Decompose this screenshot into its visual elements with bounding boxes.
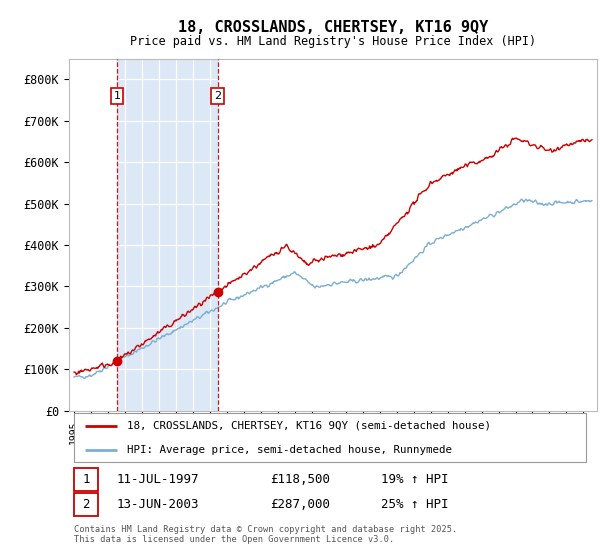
Text: 18, CROSSLANDS, CHERTSEY, KT16 9QY: 18, CROSSLANDS, CHERTSEY, KT16 9QY	[178, 20, 488, 35]
Bar	[117, 59, 218, 410]
Text: 11-JUL-1997: 11-JUL-1997	[116, 473, 199, 486]
Text: 25% ↑ HPI: 25% ↑ HPI	[380, 498, 448, 511]
Text: Contains HM Land Registry data © Crown copyright and database right 2025.
This d: Contains HM Land Registry data © Crown c…	[74, 525, 458, 544]
Text: 18, CROSSLANDS, CHERTSEY, KT16 9QY (semi-detached house): 18, CROSSLANDS, CHERTSEY, KT16 9QY (semi…	[127, 421, 491, 431]
Text: 13-JUN-2003: 13-JUN-2003	[116, 498, 199, 511]
Text: 2: 2	[214, 91, 221, 101]
Text: Price paid vs. HM Land Registry's House Price Index (HPI): Price paid vs. HM Land Registry's House …	[130, 35, 536, 48]
Text: 2: 2	[82, 498, 90, 511]
FancyBboxPatch shape	[74, 413, 586, 462]
Text: 1: 1	[113, 91, 121, 101]
Text: £118,500: £118,500	[269, 473, 329, 486]
Text: 19% ↑ HPI: 19% ↑ HPI	[380, 473, 448, 486]
Text: HPI: Average price, semi-detached house, Runnymede: HPI: Average price, semi-detached house,…	[127, 445, 452, 455]
FancyBboxPatch shape	[74, 468, 98, 491]
FancyBboxPatch shape	[74, 493, 98, 516]
Text: £287,000: £287,000	[269, 498, 329, 511]
Text: 1: 1	[82, 473, 90, 486]
